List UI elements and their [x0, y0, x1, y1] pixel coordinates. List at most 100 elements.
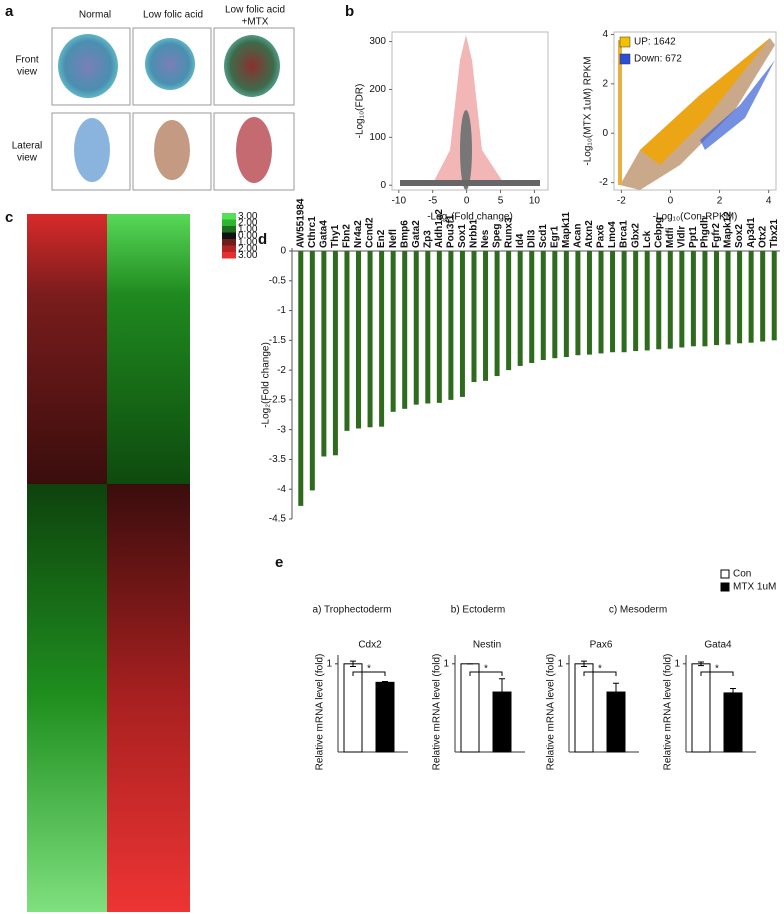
- category-label: Pou3f1: [446, 214, 457, 248]
- bar: [586, 251, 592, 355]
- legend-swatch: [720, 569, 730, 579]
- colorbar-label: 2.00: [238, 218, 258, 229]
- bar: [344, 251, 350, 431]
- category-label: Gata4: [319, 220, 330, 248]
- y-tick-label: 1: [674, 658, 680, 669]
- y-tick-label: -1: [277, 305, 286, 316]
- colorbar-label: 2.00: [238, 244, 258, 255]
- bar: [598, 251, 604, 354]
- y-tick-label: 0: [380, 180, 386, 191]
- bar: [723, 692, 743, 753]
- legend-label: Con: [733, 569, 751, 580]
- bar: [540, 251, 546, 360]
- category-label: Otx2: [757, 225, 768, 248]
- category-label: Lmo4: [607, 221, 618, 248]
- significance-mark: *: [367, 664, 371, 675]
- column-label: Normal: [79, 10, 111, 21]
- column-label: Low folic acid: [225, 5, 285, 16]
- category-label: Mapk12: [723, 211, 734, 248]
- bar: [460, 663, 480, 753]
- bar: [343, 663, 363, 753]
- category-label: Zp3: [422, 230, 433, 248]
- significance-bracket: [352, 671, 386, 676]
- category-label: Fgfr2: [711, 223, 722, 248]
- error-bar: [499, 678, 505, 706]
- significance-bracket: [583, 671, 617, 676]
- category-label: Mapk11: [561, 211, 572, 248]
- y-tick-label: 100: [369, 132, 386, 143]
- bar: [644, 251, 650, 351]
- colorbar-label: 0.00: [238, 231, 258, 242]
- group-label: c) Mesoderm: [609, 605, 667, 616]
- category-label: AW551984: [295, 198, 306, 248]
- x-axis-label: -Log₁₀(Con-RPKM): [653, 212, 738, 223]
- bar: [517, 251, 523, 366]
- panel-letter: d: [258, 231, 267, 248]
- category-label: Tbx21: [769, 219, 780, 248]
- bar: [356, 251, 362, 429]
- bar: [737, 251, 743, 344]
- x-tick-label: 4: [766, 196, 772, 207]
- category-label: Ccnd2: [365, 217, 376, 248]
- colorbar-cell: [222, 232, 236, 239]
- x-tick-label: 0: [668, 196, 674, 207]
- colorbar-cell: [222, 213, 236, 220]
- bar: [459, 251, 465, 397]
- colorbar-cell: [222, 239, 236, 246]
- bar: [375, 681, 395, 753]
- bar: [563, 251, 569, 358]
- y-tick-label: 0: [280, 246, 286, 257]
- bar: [379, 251, 385, 427]
- legend-label: UP: 1642: [634, 37, 676, 48]
- legend-label: MTX 1uM: [733, 582, 776, 593]
- column-label: +MTX: [242, 17, 269, 28]
- category-label: Acan: [573, 224, 584, 248]
- chart-title: Cdx2: [358, 640, 382, 651]
- category-label: Gbx2: [630, 223, 641, 248]
- category-label: Pax6: [596, 224, 607, 248]
- significance-mark: *: [715, 664, 719, 675]
- category-label: Nrbb1: [469, 219, 480, 248]
- significance-bracket: [469, 671, 503, 676]
- x-tick-label: -2: [617, 196, 626, 207]
- bar: [575, 251, 581, 356]
- bar: [436, 251, 442, 403]
- category-label: Mdfi: [665, 227, 676, 248]
- bar: [413, 251, 419, 405]
- y-tick-label: -2.5: [269, 395, 287, 406]
- embryo-photos: [51, 27, 295, 191]
- error-bar: [613, 682, 619, 702]
- panel-letter: a: [5, 3, 14, 20]
- legend-swatch: [619, 36, 631, 48]
- colorbar-label: 3.00: [238, 211, 258, 222]
- y-axis-label: Relative mRNA level (fold): [432, 654, 443, 771]
- category-label: Atxn2: [584, 220, 595, 248]
- bar: [552, 251, 558, 359]
- bar: [691, 663, 711, 753]
- y-tick-label: -1.5: [269, 335, 287, 346]
- bar: [471, 251, 477, 383]
- bar: [425, 251, 431, 404]
- x-tick-label: -10: [392, 196, 407, 207]
- group-label: b) Ectoderm: [451, 605, 505, 616]
- legend-swatch: [619, 53, 631, 65]
- bar: [367, 251, 373, 428]
- x-tick-label: 0: [464, 196, 470, 207]
- y-tick-label: -2: [599, 177, 608, 188]
- category-label: Lck: [642, 230, 653, 248]
- bar: [702, 251, 708, 347]
- y-axis-label: Relative mRNA level (fold): [546, 654, 557, 771]
- bar: [610, 251, 616, 353]
- significance-mark: *: [598, 664, 602, 675]
- category-label: Dll3: [526, 229, 537, 248]
- y-axis-label: -Log₁₀(MTX 1uM) RPKM: [583, 56, 594, 165]
- legend-label: Down: 672: [634, 54, 682, 65]
- significance-mark: *: [484, 664, 488, 675]
- volcano-cloud: [400, 35, 540, 190]
- category-label: Gata2: [411, 220, 422, 248]
- category-label: Phgdh: [700, 217, 711, 248]
- colorbar-label: 3.00: [238, 250, 258, 261]
- category-label: Cebpg: [653, 217, 664, 248]
- row-label: Lateral: [12, 141, 43, 152]
- bar: [506, 251, 512, 371]
